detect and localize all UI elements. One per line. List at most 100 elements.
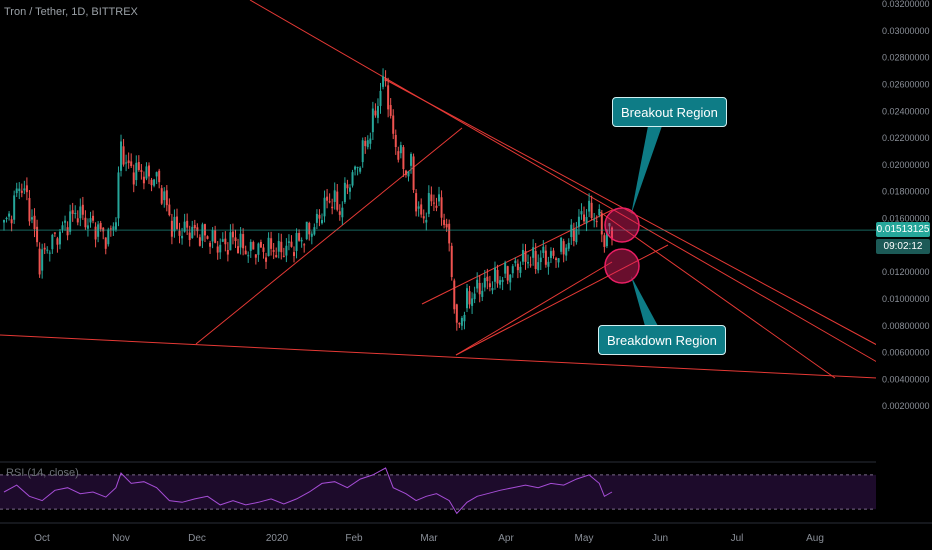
time-tick-label: Aug	[806, 533, 824, 544]
candle-body	[499, 280, 502, 285]
candle-body	[369, 138, 372, 144]
price-tick-label: 0.00800000	[882, 321, 930, 331]
candle-body	[64, 220, 67, 223]
candle-body	[399, 145, 402, 154]
region-markers	[604, 126, 662, 326]
candle-body	[593, 219, 596, 221]
candle-body	[354, 166, 357, 170]
candle-body	[25, 185, 28, 193]
candle-body	[468, 291, 471, 305]
candle-body	[509, 274, 512, 283]
candle-body	[493, 267, 496, 282]
current-price-badge: 0.01513125	[876, 222, 930, 238]
candle-body	[107, 229, 110, 245]
price-tick-label: 0.03000000	[882, 26, 930, 36]
candle-body	[557, 258, 560, 263]
candle-body	[438, 194, 441, 202]
candle-body	[453, 280, 456, 310]
candle-body	[8, 213, 11, 217]
candle-body	[583, 214, 586, 222]
candle-body	[30, 217, 33, 220]
candle-body	[313, 227, 316, 235]
candle-body	[552, 250, 555, 256]
candle-body	[348, 187, 351, 192]
candle-body	[102, 227, 105, 232]
candle-body	[359, 167, 362, 172]
price-tick-label: 0.02600000	[882, 79, 930, 89]
candle-body	[120, 141, 123, 171]
candle-body	[155, 172, 158, 177]
candle-body	[295, 233, 298, 251]
price-axis[interactable]: 0.03200000 0.03000000 0.02800000 0.02600000…	[876, 0, 932, 522]
candle-body	[109, 228, 112, 230]
candle-body	[181, 235, 184, 239]
candle-body	[331, 206, 334, 209]
channel-mid-line	[455, 244, 669, 356]
candle-body	[89, 218, 92, 223]
candle-body	[127, 160, 130, 164]
candle-body	[79, 206, 82, 219]
candle-body	[539, 257, 542, 263]
candle-body	[229, 232, 232, 251]
candle-body	[99, 223, 102, 230]
candle-body	[153, 179, 156, 186]
candle-body	[460, 317, 463, 326]
breakdown-projection-line	[599, 211, 836, 379]
candle-body	[265, 257, 268, 262]
candle-body	[18, 188, 21, 191]
candle-body	[343, 182, 346, 203]
time-tick-label: 2020	[266, 533, 289, 544]
candle-body	[74, 212, 77, 214]
candle-body	[590, 202, 593, 218]
candle-body	[560, 237, 563, 252]
candle-body	[555, 258, 558, 260]
candle-body	[193, 225, 196, 229]
candle-body	[38, 248, 41, 275]
candle-body	[603, 235, 606, 247]
candle-body	[455, 304, 458, 323]
candle-body	[196, 227, 199, 232]
breakdown-region-label[interactable]: Breakdown Region	[598, 325, 726, 355]
candle-body	[287, 241, 290, 243]
candle-body	[320, 220, 323, 224]
candle-body	[254, 254, 257, 258]
candle-body	[20, 190, 23, 193]
candle-body	[336, 191, 339, 210]
candle-body	[137, 162, 140, 170]
channel-lower-line	[455, 261, 613, 356]
candle-body	[361, 140, 364, 163]
candle-body	[580, 211, 583, 215]
candle-body	[191, 226, 194, 238]
breakout-region-label[interactable]: Breakout Region	[612, 97, 727, 127]
candle-body	[226, 249, 229, 255]
price-tick-label: 0.01600000	[882, 214, 930, 224]
candle-body	[135, 162, 138, 181]
candle-body	[94, 226, 97, 240]
candle-body	[272, 250, 275, 252]
time-axis[interactable]: Oct Nov Dec 2020 Feb Mar Apr May Jun Jul Aug	[0, 522, 932, 544]
candle-body	[501, 279, 504, 283]
candle-body	[585, 217, 588, 224]
candle-body	[595, 221, 598, 223]
candle-body	[69, 211, 72, 232]
candle-body	[48, 252, 51, 254]
candle-body	[450, 245, 453, 278]
candle-body	[293, 252, 296, 256]
candle-body	[422, 216, 425, 219]
candle-body	[298, 232, 301, 241]
breakdown-callout-pointer	[631, 276, 658, 326]
candle-body	[186, 220, 189, 228]
candle-body	[448, 223, 451, 244]
time-tick-label: Dec	[188, 533, 206, 544]
candle-body	[420, 204, 423, 215]
candle-body	[36, 226, 39, 243]
candle-body	[247, 255, 250, 257]
channel-upper-line	[421, 209, 613, 305]
candle-body	[173, 216, 176, 232]
candle-body	[458, 322, 461, 325]
symbol-title: Tron / Tether, 1D, BITTREX	[4, 6, 138, 18]
time-tick-label: Apr	[498, 533, 514, 544]
candle-body	[92, 215, 95, 221]
candle-body	[544, 250, 547, 265]
